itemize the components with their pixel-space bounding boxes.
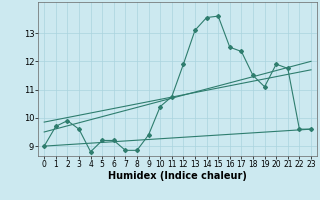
- X-axis label: Humidex (Indice chaleur): Humidex (Indice chaleur): [108, 171, 247, 181]
